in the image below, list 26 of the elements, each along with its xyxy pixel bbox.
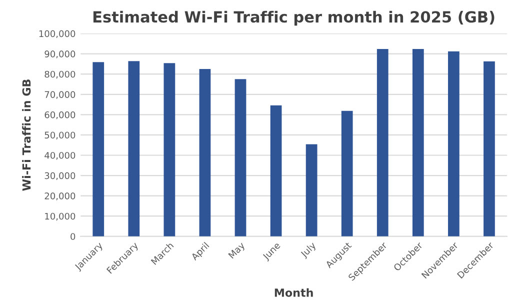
y-tick-label: 60,000 — [44, 111, 76, 120]
bar — [412, 48, 424, 236]
y-tick-label: 90,000 — [44, 50, 76, 58]
y-tick-label: 50,000 — [44, 132, 76, 140]
y-tick-label: 70,000 — [44, 91, 76, 99]
x-axis-title: Month — [274, 288, 313, 297]
y-tick-label: 100,000 — [39, 30, 76, 38]
y-tick-label: 0 — [70, 233, 76, 240]
y-tick-label: 20,000 — [44, 192, 76, 200]
chart-title: Estimated Wi-Fi Traffic per month in 2025 (GB) — [93, 10, 494, 26]
y-axis-title: Wi-Fi Traffic in GB — [22, 80, 31, 191]
bar — [164, 63, 176, 236]
bar — [234, 79, 246, 236]
bar — [270, 105, 282, 236]
bar — [484, 61, 495, 236]
y-tick-label: 10,000 — [45, 212, 76, 221]
y-tick-label: 40,000 — [44, 152, 76, 160]
y-tick-label: 80,000 — [44, 70, 76, 79]
bar — [199, 69, 211, 236]
bar — [341, 110, 353, 236]
bar — [92, 62, 104, 236]
bar — [128, 61, 140, 236]
y-tick-label: 30,000 — [44, 172, 76, 180]
bar — [306, 144, 318, 236]
bar — [448, 51, 460, 236]
bar — [376, 48, 388, 236]
